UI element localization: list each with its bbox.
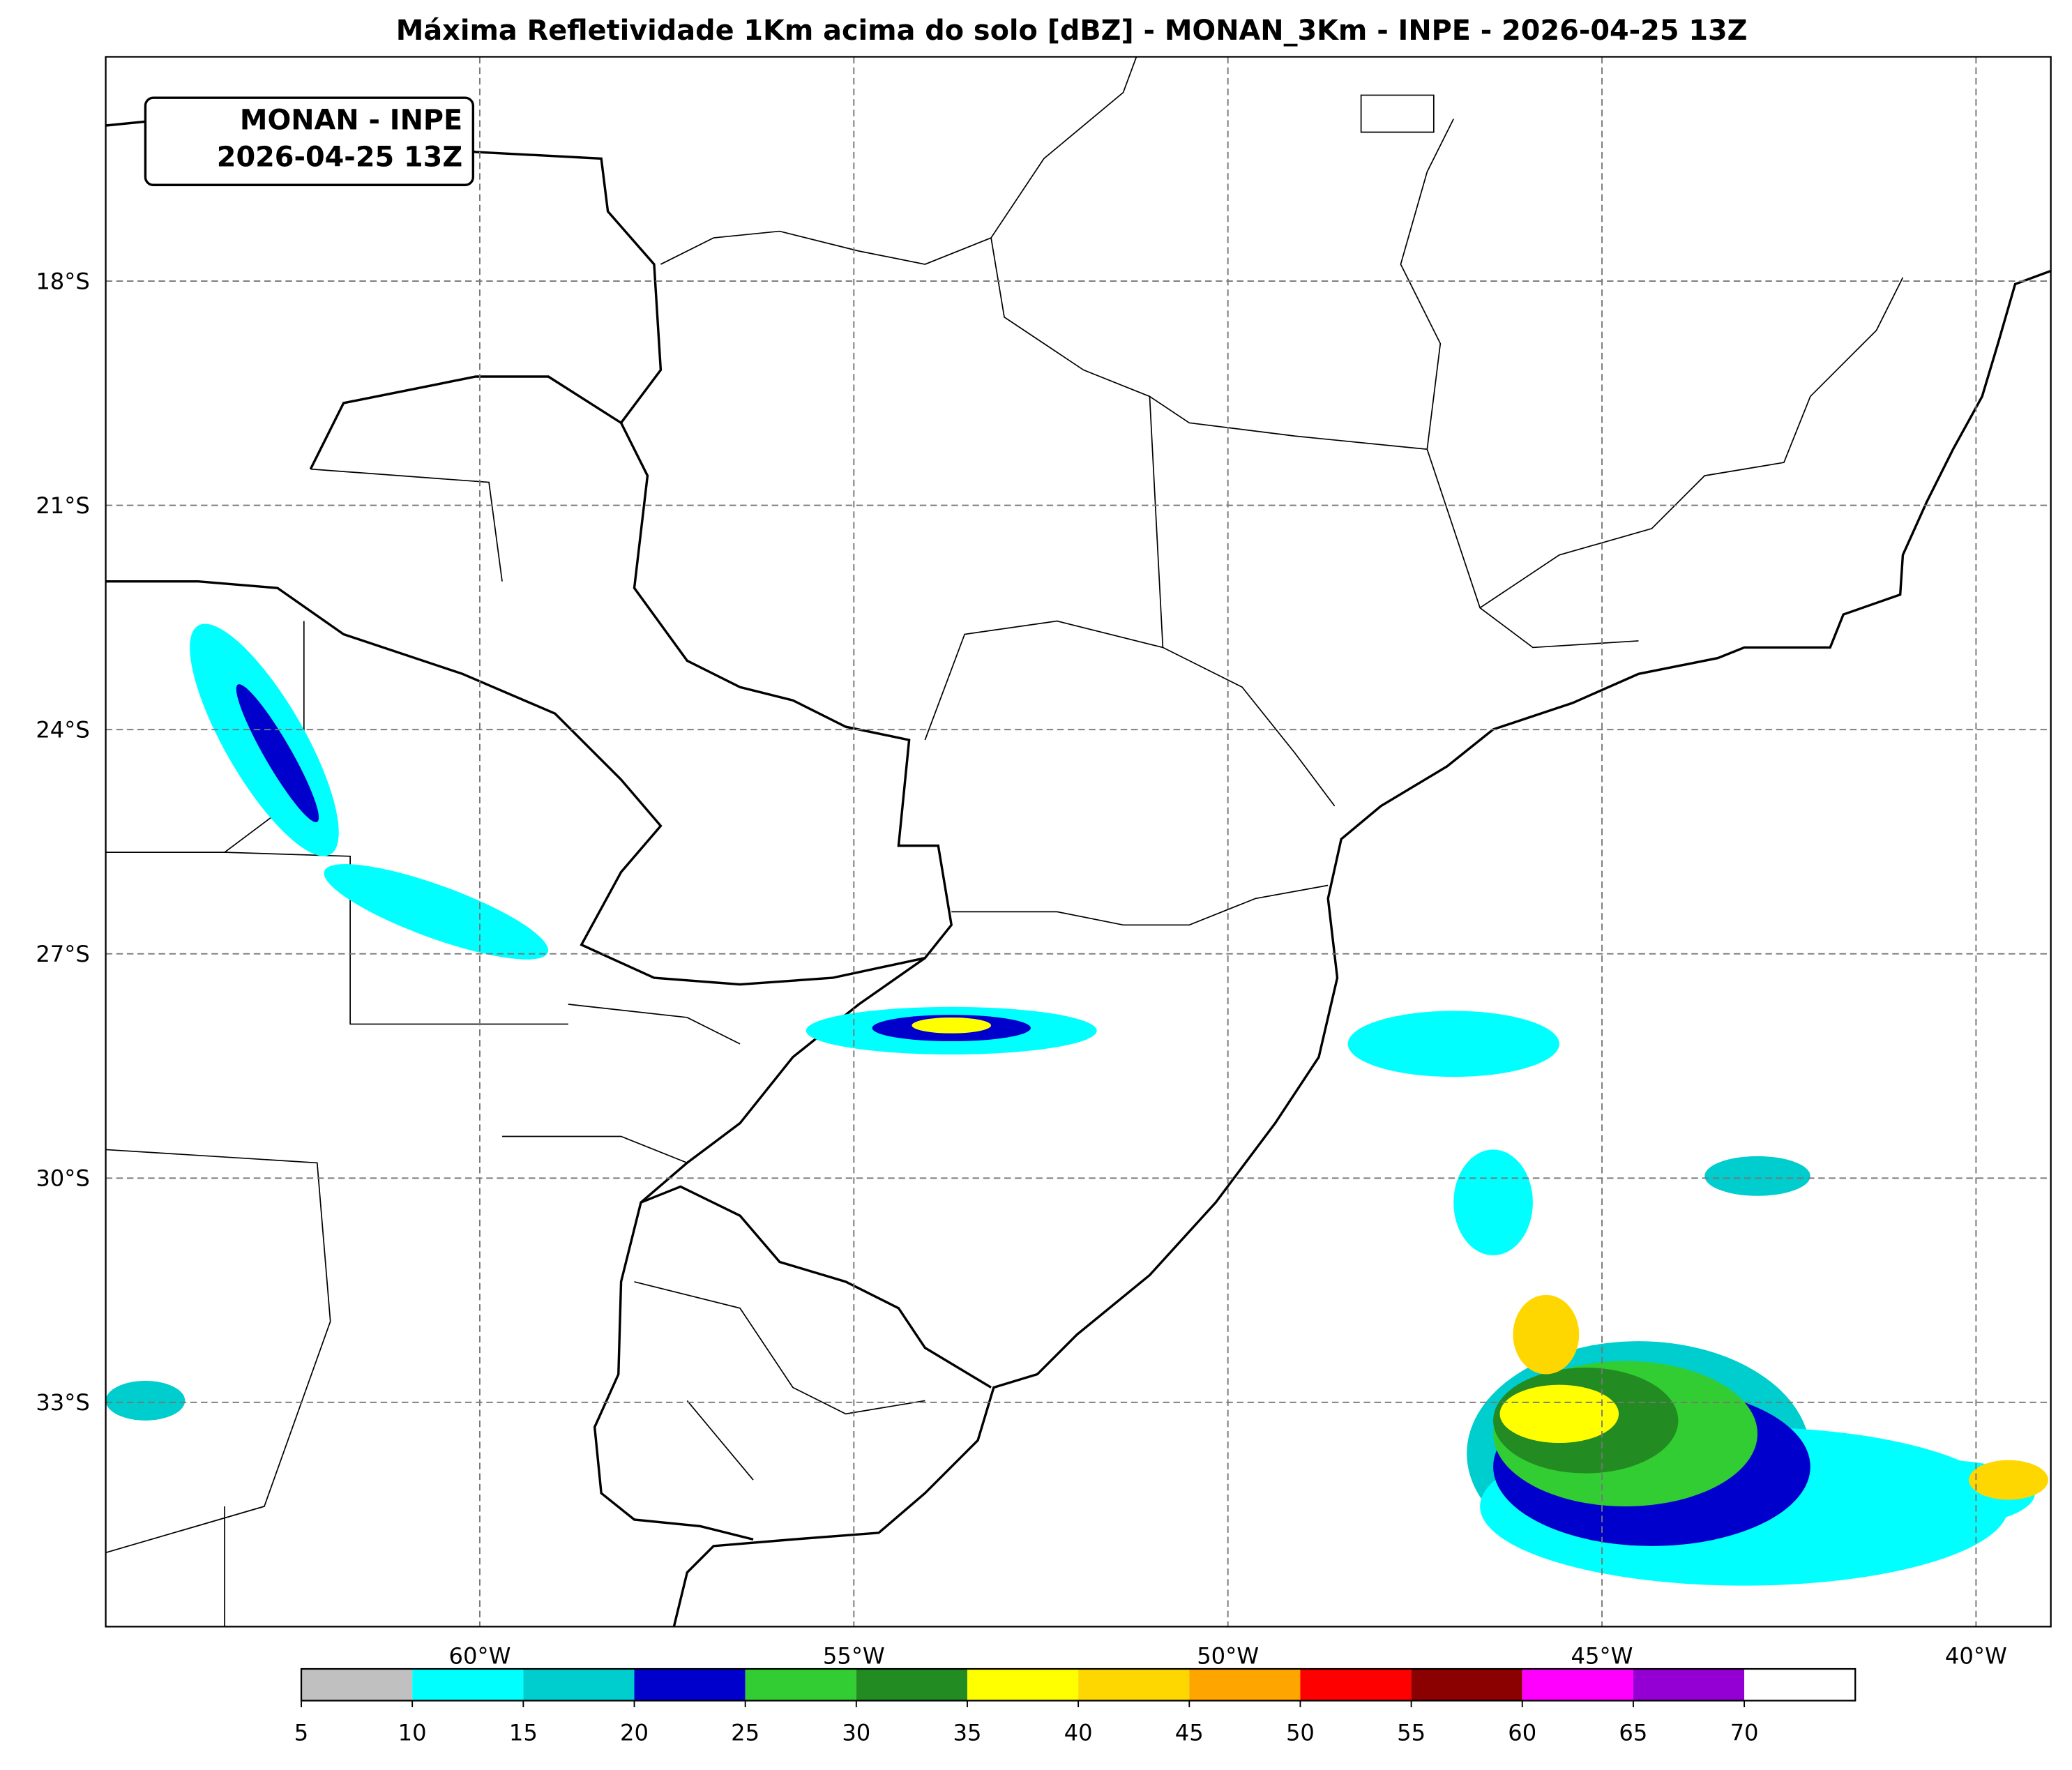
lat-tick-label: 30°S xyxy=(36,1165,90,1192)
echo xyxy=(324,864,549,960)
colorbar-tick-label: 55 xyxy=(1397,1719,1426,1746)
lon-tick-label: 50°W xyxy=(1197,1642,1259,1669)
colorbar-tick-label: 65 xyxy=(1619,1719,1647,1746)
map-frame xyxy=(105,56,2052,1628)
colorbar-segment xyxy=(1300,1669,1412,1701)
colorbar-segment xyxy=(1522,1669,1633,1701)
colorbar-segment xyxy=(1189,1669,1301,1701)
colorbar-segment xyxy=(412,1669,524,1701)
colorbar-tick-label: 45 xyxy=(1175,1719,1204,1746)
echo xyxy=(912,1017,992,1034)
colorbar-segment xyxy=(1744,1669,1856,1701)
colorbar-tick-label: 35 xyxy=(953,1719,981,1746)
colorbar-segment xyxy=(1078,1669,1190,1701)
label-line: MONAN - INPE xyxy=(240,105,462,137)
map: MONAN - INPE 2026-04-25 13Z xyxy=(105,56,2052,1628)
echo xyxy=(1499,1384,1619,1444)
colorbar-tick-label: 25 xyxy=(731,1719,759,1746)
country-border xyxy=(309,375,622,470)
label-line: 2026-04-25 13Z xyxy=(217,142,462,174)
colorbar-tick-label: 60 xyxy=(1508,1719,1536,1746)
echo xyxy=(236,684,319,822)
colorbar-tick-label: 30 xyxy=(842,1719,870,1746)
echo xyxy=(1704,1156,1810,1196)
colorbar-segment xyxy=(301,1669,413,1701)
lon-tick-label: 40°W xyxy=(1945,1642,2007,1669)
country-border xyxy=(105,117,953,986)
reflectivity-echoes xyxy=(105,623,2048,1586)
colorbar-tick-label: 70 xyxy=(1730,1719,1759,1746)
title: Máxima Refletividade 1Km acima do solo [… xyxy=(396,15,1748,47)
lat-tick-label: 27°S xyxy=(36,941,90,967)
colorbar-tick-label: 15 xyxy=(509,1719,538,1746)
echo xyxy=(105,1381,186,1421)
colorbar-tick-label: 5 xyxy=(294,1719,309,1746)
colorbar-tick-label: 10 xyxy=(398,1719,427,1746)
colorbar-tick-label: 20 xyxy=(620,1719,649,1746)
lon-tick-label: 45°W xyxy=(1571,1642,1633,1669)
country-border xyxy=(640,1185,992,1389)
country-border xyxy=(593,957,926,1541)
borders xyxy=(105,56,2052,1627)
echo xyxy=(1513,1294,1580,1375)
colorbar-tick-label: 50 xyxy=(1286,1719,1315,1746)
lon-tick-label: 55°W xyxy=(823,1642,885,1669)
colorbar-segment xyxy=(1633,1669,1745,1701)
colorbar-segment xyxy=(856,1669,967,1701)
colorbar-tick-label: 40 xyxy=(1064,1719,1093,1746)
colorbar-segment xyxy=(634,1669,746,1701)
echo xyxy=(1453,1149,1533,1255)
lon-tick-label: 60°W xyxy=(449,1642,511,1669)
colorbar-segment xyxy=(1411,1669,1522,1701)
colorbar-segment xyxy=(967,1669,1079,1701)
gridlines xyxy=(105,56,2051,1627)
lat-tick-label: 21°S xyxy=(36,492,90,519)
colorbar-segment xyxy=(745,1669,856,1701)
coastline xyxy=(672,269,2052,1627)
echo xyxy=(1969,1460,2048,1500)
label-box xyxy=(144,96,475,186)
state-border xyxy=(105,56,1904,1627)
echo xyxy=(1347,1011,1559,1077)
lat-tick-label: 18°S xyxy=(36,268,90,294)
lat-tick-label: 33°S xyxy=(36,1389,90,1416)
lat-tick-label: 24°S xyxy=(36,717,90,743)
colorbar-segment xyxy=(523,1669,635,1701)
